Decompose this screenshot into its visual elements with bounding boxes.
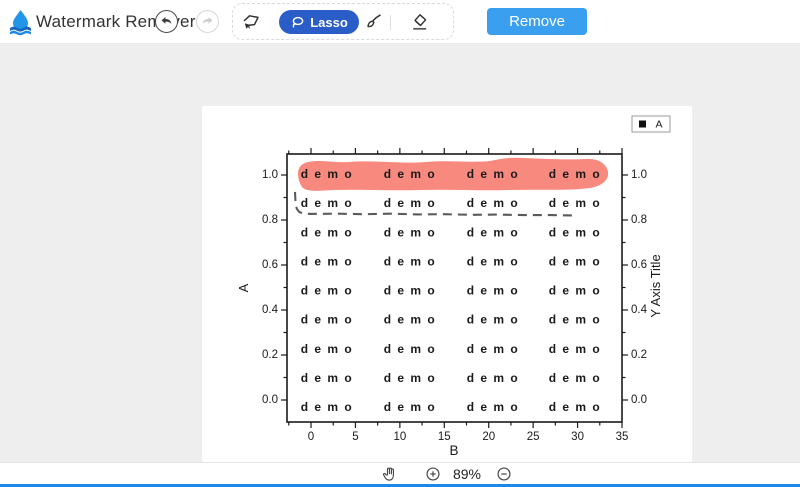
zoom-out-button[interactable]	[495, 465, 513, 483]
svg-text:d e m o: d e m o	[467, 196, 520, 210]
eraser-tool-button[interactable]	[409, 12, 430, 33]
svg-text:d e m o: d e m o	[301, 342, 354, 356]
svg-text:1.0: 1.0	[262, 169, 278, 181]
undo-button[interactable]	[155, 10, 178, 33]
top-toolbar: Watermark Remover Lasso	[0, 0, 800, 44]
svg-text:d e m o: d e m o	[384, 254, 437, 268]
svg-text:0.4: 0.4	[631, 304, 648, 316]
brush-tool-button[interactable]	[362, 12, 383, 33]
svg-text:0.0: 0.0	[262, 394, 278, 406]
svg-text:10: 10	[393, 431, 406, 443]
svg-text:0.8: 0.8	[262, 214, 278, 226]
svg-text:d e m o: d e m o	[384, 313, 437, 327]
image-canvas[interactable]: d e m o d e m o d e m o d e m o d e m o d e m…	[202, 106, 692, 487]
svg-text:Y Axis Title: Y Axis Title	[648, 254, 663, 317]
svg-text:5: 5	[352, 431, 358, 443]
svg-text:25: 25	[527, 431, 540, 443]
dashed-series-line	[293, 191, 578, 217]
svg-text:B: B	[449, 443, 458, 458]
svg-text:d e m o: d e m o	[549, 342, 602, 356]
svg-text:d e m o: d e m o	[467, 313, 520, 327]
pan-hand-button[interactable]	[380, 465, 398, 483]
lasso-tool-button[interactable]: Lasso	[279, 10, 359, 34]
lasso-selection-overlay	[298, 157, 609, 191]
waterdrop-logo-icon	[10, 10, 31, 36]
svg-text:d e m o: d e m o	[301, 225, 354, 239]
svg-text:0.4: 0.4	[262, 304, 279, 316]
svg-text:d e m o: d e m o	[301, 254, 354, 268]
svg-text:d e m o: d e m o	[549, 284, 602, 298]
remove-button[interactable]: Remove	[487, 8, 587, 35]
svg-text:d e m o: d e m o	[467, 400, 520, 414]
svg-text:15: 15	[438, 431, 451, 443]
svg-text:d e m o: d e m o	[301, 167, 354, 181]
svg-text:20: 20	[482, 431, 495, 443]
svg-text:A: A	[655, 119, 662, 131]
svg-text:d e m o: d e m o	[384, 400, 437, 414]
redo-button[interactable]	[196, 10, 219, 33]
svg-text:d e m o: d e m o	[549, 225, 602, 239]
svg-text:d e m o: d e m o	[301, 313, 354, 327]
watermark-grid: d e m o d e m o d e m o d e m o d e m o d e m…	[301, 167, 602, 414]
svg-text:d e m o: d e m o	[467, 342, 520, 356]
svg-text:d e m o: d e m o	[384, 225, 437, 239]
undo-arrow-icon	[161, 17, 172, 24]
svg-text:d e m o: d e m o	[467, 167, 520, 181]
window-bottom-edge	[0, 484, 800, 487]
svg-text:A: A	[236, 283, 251, 292]
svg-text:0.8: 0.8	[631, 214, 647, 226]
svg-text:d e m o: d e m o	[301, 371, 354, 385]
svg-text:0.0: 0.0	[631, 394, 647, 406]
svg-text:d e m o: d e m o	[384, 167, 437, 181]
zoom-in-button[interactable]	[424, 465, 442, 483]
plot-frame-and-ticks: 0 5 10 15 20 25 30 35 0.0 0.0 0.2 0.2 0.4 0.4 0.6 0.6 0.…	[262, 148, 648, 443]
svg-text:0: 0	[308, 431, 314, 443]
svg-text:d e m o: d e m o	[467, 371, 520, 385]
svg-text:0.6: 0.6	[631, 259, 647, 271]
svg-text:30: 30	[571, 431, 584, 443]
svg-text:d e m o: d e m o	[384, 371, 437, 385]
svg-text:d e m o: d e m o	[549, 400, 602, 414]
editor-workspace: d e m o d e m o d e m o d e m o d e m o d e m…	[0, 44, 800, 487]
toolbar-divider	[390, 15, 391, 30]
chart-image: d e m o d e m o d e m o d e m o d e m o d e m…	[236, 115, 671, 458]
selection-tools-group: Lasso	[232, 3, 454, 40]
svg-text:0.2: 0.2	[631, 349, 647, 361]
svg-text:d e m o: d e m o	[549, 371, 602, 385]
svg-text:d e m o: d e m o	[384, 342, 437, 356]
svg-text:0.6: 0.6	[262, 259, 278, 271]
svg-text:d e m o: d e m o	[301, 400, 354, 414]
svg-text:d e m o: d e m o	[384, 196, 437, 210]
polygon-lasso-tool-button[interactable]	[240, 12, 261, 33]
chart-legend: A	[631, 115, 671, 133]
redo-arrow-icon	[202, 17, 213, 24]
zoom-statusbar: 89%	[0, 462, 800, 484]
svg-text:d e m o: d e m o	[549, 254, 602, 268]
axis-titles: A Y Axis Title B	[236, 254, 663, 458]
svg-text:d e m o: d e m o	[467, 225, 520, 239]
svg-text:0.2: 0.2	[262, 349, 278, 361]
svg-text:d e m o: d e m o	[549, 313, 602, 327]
svg-text:d e m o: d e m o	[301, 196, 354, 210]
svg-text:35: 35	[616, 431, 629, 443]
lasso-icon	[292, 16, 304, 28]
zoom-level-value: 89%	[452, 466, 482, 482]
svg-text:1.0: 1.0	[631, 169, 647, 181]
svg-text:d e m o: d e m o	[467, 284, 520, 298]
svg-text:d e m o: d e m o	[549, 167, 602, 181]
svg-text:d e m o: d e m o	[467, 254, 520, 268]
svg-text:d e m o: d e m o	[549, 196, 602, 210]
svg-text:d e m o: d e m o	[384, 284, 437, 298]
lasso-tool-label: Lasso	[310, 14, 348, 30]
svg-text:d e m o: d e m o	[301, 284, 354, 298]
